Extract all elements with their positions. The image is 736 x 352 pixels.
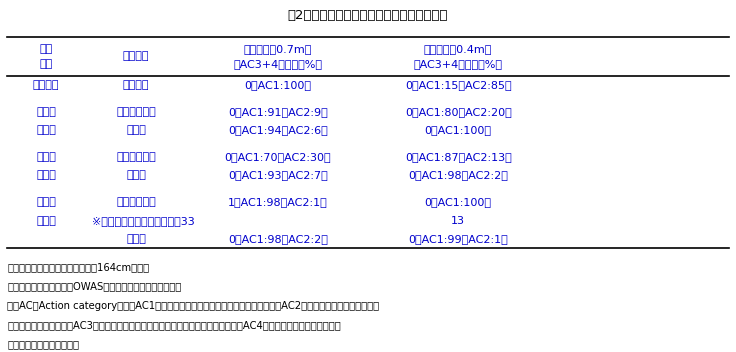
Text: ベッド面: ベッド面 bbox=[32, 80, 60, 90]
Text: １段果: １段果 bbox=[36, 107, 56, 117]
Text: 0（AC1:91、AC2:9）: 0（AC1:91、AC2:9） bbox=[228, 107, 328, 117]
Text: 0（AC1:99、AC2:1）: 0（AC1:99、AC2:1） bbox=[408, 234, 508, 244]
Text: 0（AC1:87、AC2:13）: 0（AC1:87、AC2:13） bbox=[405, 152, 512, 162]
Text: 位置: 位置 bbox=[39, 59, 53, 69]
Text: 作業種類: 作業種類 bbox=[123, 51, 149, 61]
Text: ただちに改善すべき」: ただちに改善すべき」 bbox=[7, 339, 79, 349]
Text: 高ベッド（0.7m）: 高ベッド（0.7m） bbox=[244, 44, 312, 54]
Text: 表2　高設低段密植栽培トマトでの作業姿勢: 表2 高設低段密植栽培トマトでの作業姿勢 bbox=[288, 9, 448, 22]
Text: 0（AC1:15、AC2:85）: 0（AC1:15、AC2:85） bbox=[405, 80, 512, 90]
Text: 作業: 作業 bbox=[39, 44, 53, 54]
Text: 房高さ: 房高さ bbox=[36, 170, 56, 180]
Text: 0（AC1:98、AC2:2）: 0（AC1:98、AC2:2） bbox=[228, 234, 328, 244]
Text: クリップ付け: クリップ付け bbox=[116, 152, 156, 162]
Text: 芽かき: 芽かき bbox=[126, 170, 146, 180]
Text: 房高さ: 房高さ bbox=[36, 125, 56, 135]
Text: 定植作業: 定植作業 bbox=[123, 80, 149, 90]
Text: 0（AC1:100）: 0（AC1:100） bbox=[425, 197, 492, 207]
Text: 解析には中央農研のOWAS法解析サポートソフトを利用: 解析には中央農研のOWAS法解析サポートソフトを利用 bbox=[7, 281, 182, 291]
Text: 注：調査対象作業者は表１の身長164cmの女性: 注：調査対象作業者は表１の身長164cmの女性 bbox=[7, 262, 149, 272]
Text: クリップ付け: クリップ付け bbox=[116, 107, 156, 117]
Text: ※上肢で両腕上げ姿勢割合　33: ※上肢で両腕上げ姿勢割合 33 bbox=[92, 215, 195, 226]
Text: クリップ付け: クリップ付け bbox=[116, 197, 156, 207]
Text: 芽かき: 芽かき bbox=[126, 125, 146, 135]
Text: 芽かき: 芽かき bbox=[126, 234, 146, 244]
Text: ACはAction categoryの略。AC1は「筋骨格系負担は問題ない。改善は不要」、AC2は「筋骨格系に有害。近いう: ACはAction categoryの略。AC1は「筋骨格系負担は問題ない。改善… bbox=[7, 301, 380, 311]
Text: （AC3+4）割合（%）: （AC3+4）割合（%） bbox=[414, 59, 503, 69]
Text: 1（AC1:98、AC2:1）: 1（AC1:98、AC2:1） bbox=[228, 197, 328, 207]
Text: （AC3+4）割合（%）: （AC3+4）割合（%） bbox=[233, 59, 322, 69]
Text: ちに改善すべき」、AC3は「筋骨格系に有害。できるだけ早期に改善すべき」、AC4は「筋骨格系に非常に有害。: ちに改善すべき」、AC3は「筋骨格系に有害。できるだけ早期に改善すべき」、AC4… bbox=[7, 320, 341, 330]
Text: 0（AC1:80、AC2:20）: 0（AC1:80、AC2:20） bbox=[405, 107, 512, 117]
Text: 低ベッド（0.4m）: 低ベッド（0.4m） bbox=[424, 44, 492, 54]
Text: 0（AC1:94、AC2:6）: 0（AC1:94、AC2:6） bbox=[228, 125, 328, 135]
Text: 0（AC1:93、AC2:7）: 0（AC1:93、AC2:7） bbox=[228, 170, 328, 180]
Text: 0（AC1:100）: 0（AC1:100） bbox=[425, 125, 492, 135]
Text: 0（AC1:98、AC2:2）: 0（AC1:98、AC2:2） bbox=[408, 170, 508, 180]
Text: 0（AC1:100）: 0（AC1:100） bbox=[244, 80, 311, 90]
Text: ３段果: ３段果 bbox=[36, 197, 56, 207]
Text: 13: 13 bbox=[451, 215, 465, 226]
Text: 房高さ: 房高さ bbox=[36, 215, 56, 226]
Text: 0（AC1:70、AC2:30）: 0（AC1:70、AC2:30） bbox=[224, 152, 331, 162]
Text: ２段果: ２段果 bbox=[36, 152, 56, 162]
